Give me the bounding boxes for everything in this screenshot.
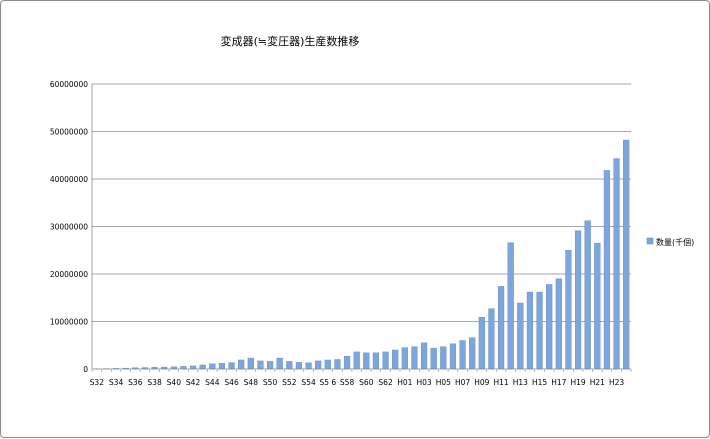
bar xyxy=(219,363,225,369)
y-tick-label: 40000000 xyxy=(50,175,88,184)
bar xyxy=(325,360,331,369)
chart-title: 変成器(≒変圧器)生産数推移 xyxy=(221,34,360,48)
bar xyxy=(508,243,514,369)
bar xyxy=(546,284,552,369)
x-tick-label: S50 xyxy=(263,378,278,387)
x-tick-label: H09 xyxy=(474,378,489,387)
x-tick-label: S32 xyxy=(90,378,105,387)
bar xyxy=(383,352,389,369)
x-tick-label: S54 xyxy=(301,378,316,387)
x-tick-label: H01 xyxy=(397,378,412,387)
legend: 数量(千個) xyxy=(647,237,694,247)
bar xyxy=(469,338,475,369)
bar xyxy=(450,344,456,369)
bar xyxy=(200,365,206,369)
x-tick-label: S5 6 xyxy=(319,378,336,387)
bar xyxy=(498,286,504,369)
x-tick-label: S36 xyxy=(128,378,143,387)
y-tick-label: 30000000 xyxy=(50,223,88,232)
bar xyxy=(479,317,485,369)
x-tick-label: S40 xyxy=(167,378,182,387)
x-tick-label: H13 xyxy=(513,378,528,387)
bar xyxy=(460,341,466,370)
bar xyxy=(412,347,418,369)
bar xyxy=(556,279,562,369)
bar xyxy=(267,361,273,369)
bar xyxy=(286,361,292,369)
bar xyxy=(517,303,523,369)
bar xyxy=(209,364,215,369)
bar xyxy=(229,363,235,369)
bar xyxy=(421,343,427,369)
bar xyxy=(363,353,369,369)
y-tick-label: 0 xyxy=(83,365,88,374)
y-tick-label: 60000000 xyxy=(50,80,88,89)
bar xyxy=(315,361,321,369)
bar xyxy=(489,309,495,369)
bar xyxy=(296,362,302,369)
bar xyxy=(585,221,591,369)
y-tick-label: 50000000 xyxy=(50,128,88,137)
bar xyxy=(402,348,408,369)
bar xyxy=(594,243,600,369)
bar xyxy=(354,352,360,369)
bar xyxy=(566,250,572,369)
y-tick-label: 20000000 xyxy=(50,270,88,279)
y-axis-ticks: 0 10000000 20000000 30000000 40000000 5000000… xyxy=(50,80,88,374)
bar xyxy=(440,347,446,369)
x-tick-label: H11 xyxy=(493,378,508,387)
y-tick-label: 10000000 xyxy=(50,318,88,327)
x-tick-label: H17 xyxy=(551,378,566,387)
bar xyxy=(604,170,610,369)
x-tick-label: S58 xyxy=(340,378,355,387)
x-tick-label: S34 xyxy=(109,378,124,387)
bar xyxy=(614,159,620,369)
x-tick-label: S48 xyxy=(244,378,259,387)
bar xyxy=(344,356,350,369)
bar xyxy=(306,363,312,369)
bar xyxy=(248,358,254,369)
bar xyxy=(575,231,581,369)
x-tick-label: H07 xyxy=(455,378,470,387)
bar xyxy=(527,292,533,369)
bar xyxy=(258,361,264,369)
bar-series xyxy=(94,140,629,369)
bar xyxy=(392,350,398,369)
x-tick-label: S46 xyxy=(224,378,239,387)
x-tick-label: S62 xyxy=(378,378,393,387)
x-tick-label: H23 xyxy=(609,378,624,387)
x-tick-label: S52 xyxy=(282,378,297,387)
x-tick-label: H21 xyxy=(590,378,605,387)
x-tick-label: H03 xyxy=(416,378,431,387)
x-tick-label: H15 xyxy=(532,378,547,387)
bar xyxy=(537,292,543,369)
bar xyxy=(373,353,379,369)
x-tick-label: S38 xyxy=(147,378,162,387)
legend-label: 数量(千個) xyxy=(656,237,694,247)
bar xyxy=(277,358,283,369)
bar xyxy=(623,140,629,369)
bar xyxy=(190,366,196,369)
x-tick-label: S60 xyxy=(359,378,374,387)
x-tick-label: S44 xyxy=(205,378,220,387)
bar xyxy=(238,360,244,369)
bar xyxy=(431,348,437,369)
legend-swatch xyxy=(647,238,653,244)
bar xyxy=(335,360,341,370)
x-tick-label: H05 xyxy=(436,378,451,387)
x-tick-label: H19 xyxy=(570,378,585,387)
x-tick-label: S42 xyxy=(186,378,201,387)
